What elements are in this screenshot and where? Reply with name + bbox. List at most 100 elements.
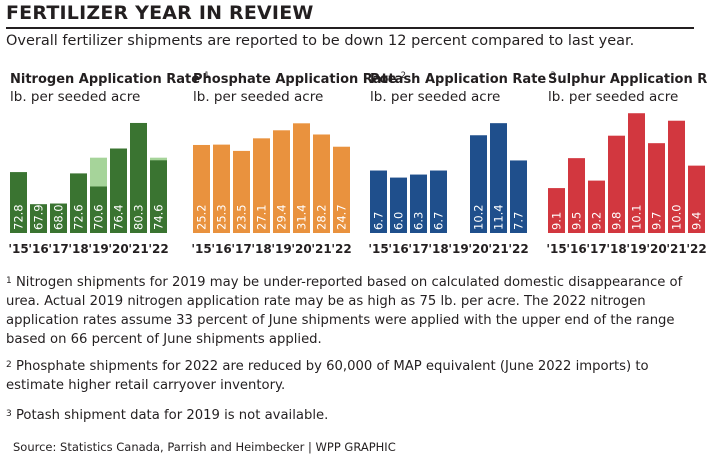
phosphate-bar-6: [313, 134, 330, 233]
phosphate-x-tick-7: '22: [331, 242, 351, 256]
phosphate-x-tick-6: '21: [311, 242, 331, 256]
sulphur-value-label-4: 10.1: [630, 204, 644, 230]
nitrogen-x-tick-1: '16: [28, 242, 48, 256]
sulphur-bar-3: [608, 135, 625, 233]
footnote-2-mark: 2: [6, 360, 12, 370]
nitrogen-chart-title: Nitrogen Application Rate 1: [10, 71, 209, 87]
potash-x-tick-2: '17: [408, 242, 428, 256]
sulphur-x-tick-0: '15: [546, 242, 566, 256]
potash-x-tick-1: '16: [388, 242, 408, 256]
footnote-3-mark: 3: [6, 409, 12, 419]
phosphate-value-label-6: 28.2: [315, 204, 329, 230]
sulphur-bar-2: [588, 180, 605, 233]
nitrogen-value-label-4: 70.6: [92, 204, 106, 230]
potash-x-tick-0: '15: [368, 242, 388, 256]
phosphate-value-label-3: 27.1: [255, 204, 269, 230]
sulphur-bar-1: [568, 158, 585, 233]
potash-bar-3: [430, 170, 447, 233]
phosphate-value-label-4: 29.4: [275, 204, 289, 230]
sulphur-x-tick-7: '22: [686, 242, 706, 256]
potash-value-label-6: 11.4: [492, 204, 506, 230]
potash-x-tick-5: '20: [468, 242, 488, 256]
potash-x-tick-6: '21: [488, 242, 508, 256]
nitrogen-bar-3: [70, 173, 87, 233]
potash-chart-units: lb. per seeded acre: [370, 89, 500, 105]
phosphate-value-label-5: 31.4: [295, 204, 309, 230]
footnote-2-text: Phosphate shipments for 2022 are reduced…: [6, 359, 649, 393]
potash-bar-7: [510, 160, 527, 233]
nitrogen-value-label-3: 72.6: [72, 204, 86, 230]
potash-x-tick-3: '18: [428, 242, 448, 256]
nitrogen-chart-title-text: Nitrogen Application Rate: [10, 72, 200, 87]
nitrogen-x-tick-2: '17: [48, 242, 68, 256]
potash-chart-title-footnote-mark: 3: [550, 71, 555, 81]
phosphate-value-label-2: 23.5: [235, 204, 249, 230]
potash-chart-title-text: Potash Application Rate: [370, 72, 546, 87]
phosphate-bar-7: [333, 146, 350, 233]
sulphur-bar-5: [648, 143, 665, 233]
charts-area: Nitrogen Application Rate 1 lb. per seeded…: [8, 71, 707, 256]
sulphur-value-label-7: 9.4: [690, 212, 704, 230]
nitrogen-x-tick-3: '18: [68, 242, 88, 256]
sulphur-x-tick-6: '21: [666, 242, 686, 256]
potash-value-label-7: 7.7: [512, 212, 526, 230]
phosphate-value-label-0: 25.2: [195, 204, 209, 230]
nitrogen-bar-6: [130, 122, 147, 233]
nitrogen-bar-7: [150, 160, 167, 233]
title-divider: [6, 27, 694, 29]
potash-x-tick-4: '19: [448, 242, 468, 256]
sulphur-bar-7: [688, 165, 705, 233]
sulphur-value-label-1: 9.5: [570, 212, 584, 230]
page-subtitle: Overall fertilizer shipments are reporte…: [6, 33, 635, 49]
phosphate-value-label-1: 25.3: [215, 204, 229, 230]
nitrogen-value-label-0: 72.8: [12, 204, 26, 230]
sulphur-x-tick-4: '19: [626, 242, 646, 256]
nitrogen-x-tick-0: '15: [8, 242, 28, 256]
sulphur-chart-units: lb. per seeded acre: [548, 89, 678, 105]
sulphur-chart-title: Sulphur Application Rate: [548, 72, 707, 87]
potash-chart-title: Potash Application Rate 3: [370, 71, 556, 87]
footnote-3-text: Potash shipment data for 2019 is not ava…: [15, 408, 329, 423]
nitrogen-bar-2: [50, 203, 67, 233]
phosphate-x-tick-0: '15: [191, 242, 211, 256]
nitrogen-x-tick-6: '21: [128, 242, 148, 256]
phosphate-chart-title-text: Phosphate Application Rate: [193, 72, 397, 87]
phosphate-chart-title: Phosphate Application Rate 2: [193, 71, 406, 87]
sulphur-value-label-3: 9.8: [610, 212, 624, 230]
potash-bar-1: [390, 177, 407, 233]
nitrogen-x-tick-5: '20: [108, 242, 128, 256]
sulphur-value-label-0: 9.1: [550, 212, 564, 230]
phosphate-bar-5: [293, 123, 310, 233]
phosphate-x-tick-3: '18: [251, 242, 271, 256]
phosphate-bar-1: [213, 144, 230, 233]
nitrogen-bar-0: [10, 172, 27, 233]
potash-x-tick-7: '22: [508, 242, 528, 256]
potash-value-label-5: 10.2: [472, 204, 486, 230]
potash-value-label-0: 6.7: [372, 212, 386, 230]
phosphate-bar-3: [253, 138, 270, 233]
phosphate-x-tick-1: '16: [211, 242, 231, 256]
nitrogen-chart-title-footnote-mark: 1: [204, 71, 209, 81]
sulphur-value-label-5: 9.7: [650, 212, 664, 230]
sulphur-bar-4: [628, 113, 645, 233]
sulphur-x-tick-5: '20: [646, 242, 666, 256]
footnote-2: 2 Phosphate shipments for 2022 are reduc…: [6, 357, 696, 395]
phosphate-chart-title-footnote-mark: 2: [401, 71, 406, 81]
nitrogen-value-label-7: 74.6: [152, 204, 166, 230]
nitrogen-value-label-5: 76.4: [112, 204, 126, 230]
footnote-1-mark: 1: [6, 276, 12, 286]
sulphur-x-tick-3: '18: [606, 242, 626, 256]
sulphur-chart-title-text: Sulphur Application Rate: [548, 72, 707, 87]
nitrogen-chart-units: lb. per seeded acre: [10, 89, 140, 105]
nitrogen-value-label-2: 68.0: [52, 204, 66, 230]
footnote-1-text: Nitrogen shipments for 2019 may be under…: [6, 275, 683, 347]
source-credit: Source: Statistics Canada, Parrish and H…: [13, 440, 396, 454]
potash-bar-5: [470, 135, 487, 233]
nitrogen-bar-1: [30, 204, 47, 233]
phosphate-bar-2: [233, 150, 250, 233]
phosphate-x-tick-5: '20: [291, 242, 311, 256]
phosphate-value-label-7: 24.7: [335, 204, 349, 230]
nitrogen-x-tick-7: '22: [148, 242, 168, 256]
potash-bar-6: [490, 123, 507, 233]
phosphate-bar-4: [273, 130, 290, 233]
